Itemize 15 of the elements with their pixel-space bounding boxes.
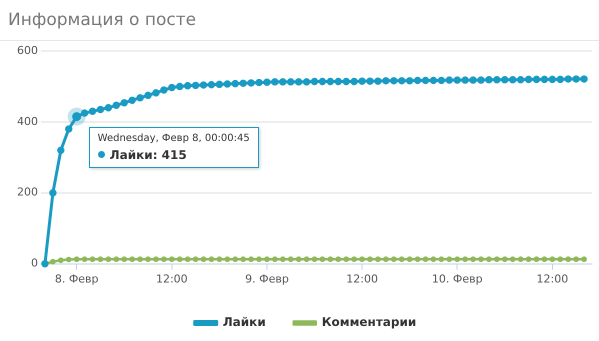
y-tick-label: 200 xyxy=(16,186,38,199)
x-tick-label: 8. Февр xyxy=(54,272,99,286)
y-tick-label: 0 xyxy=(30,256,38,270)
annotation: Wednesday, Февр 8, 00:00:45 xyxy=(98,132,250,144)
x-tick-label: 9. Февр xyxy=(245,272,289,286)
chart-title: Информация о посте xyxy=(8,10,196,30)
x-tick-label: 10. Февр xyxy=(432,272,483,286)
legend-label: Лайки xyxy=(222,315,266,330)
x-tick-label: 12:00 xyxy=(156,272,188,286)
y-tick-label: 400 xyxy=(16,114,38,128)
y-tick-label: 600 xyxy=(16,44,38,57)
x-tick-label: 12:00 xyxy=(536,272,568,286)
legend-label: Комментарии xyxy=(322,315,416,330)
annotation: Лайки: 415 xyxy=(110,148,187,162)
x-tick-label: 12:00 xyxy=(346,272,378,286)
